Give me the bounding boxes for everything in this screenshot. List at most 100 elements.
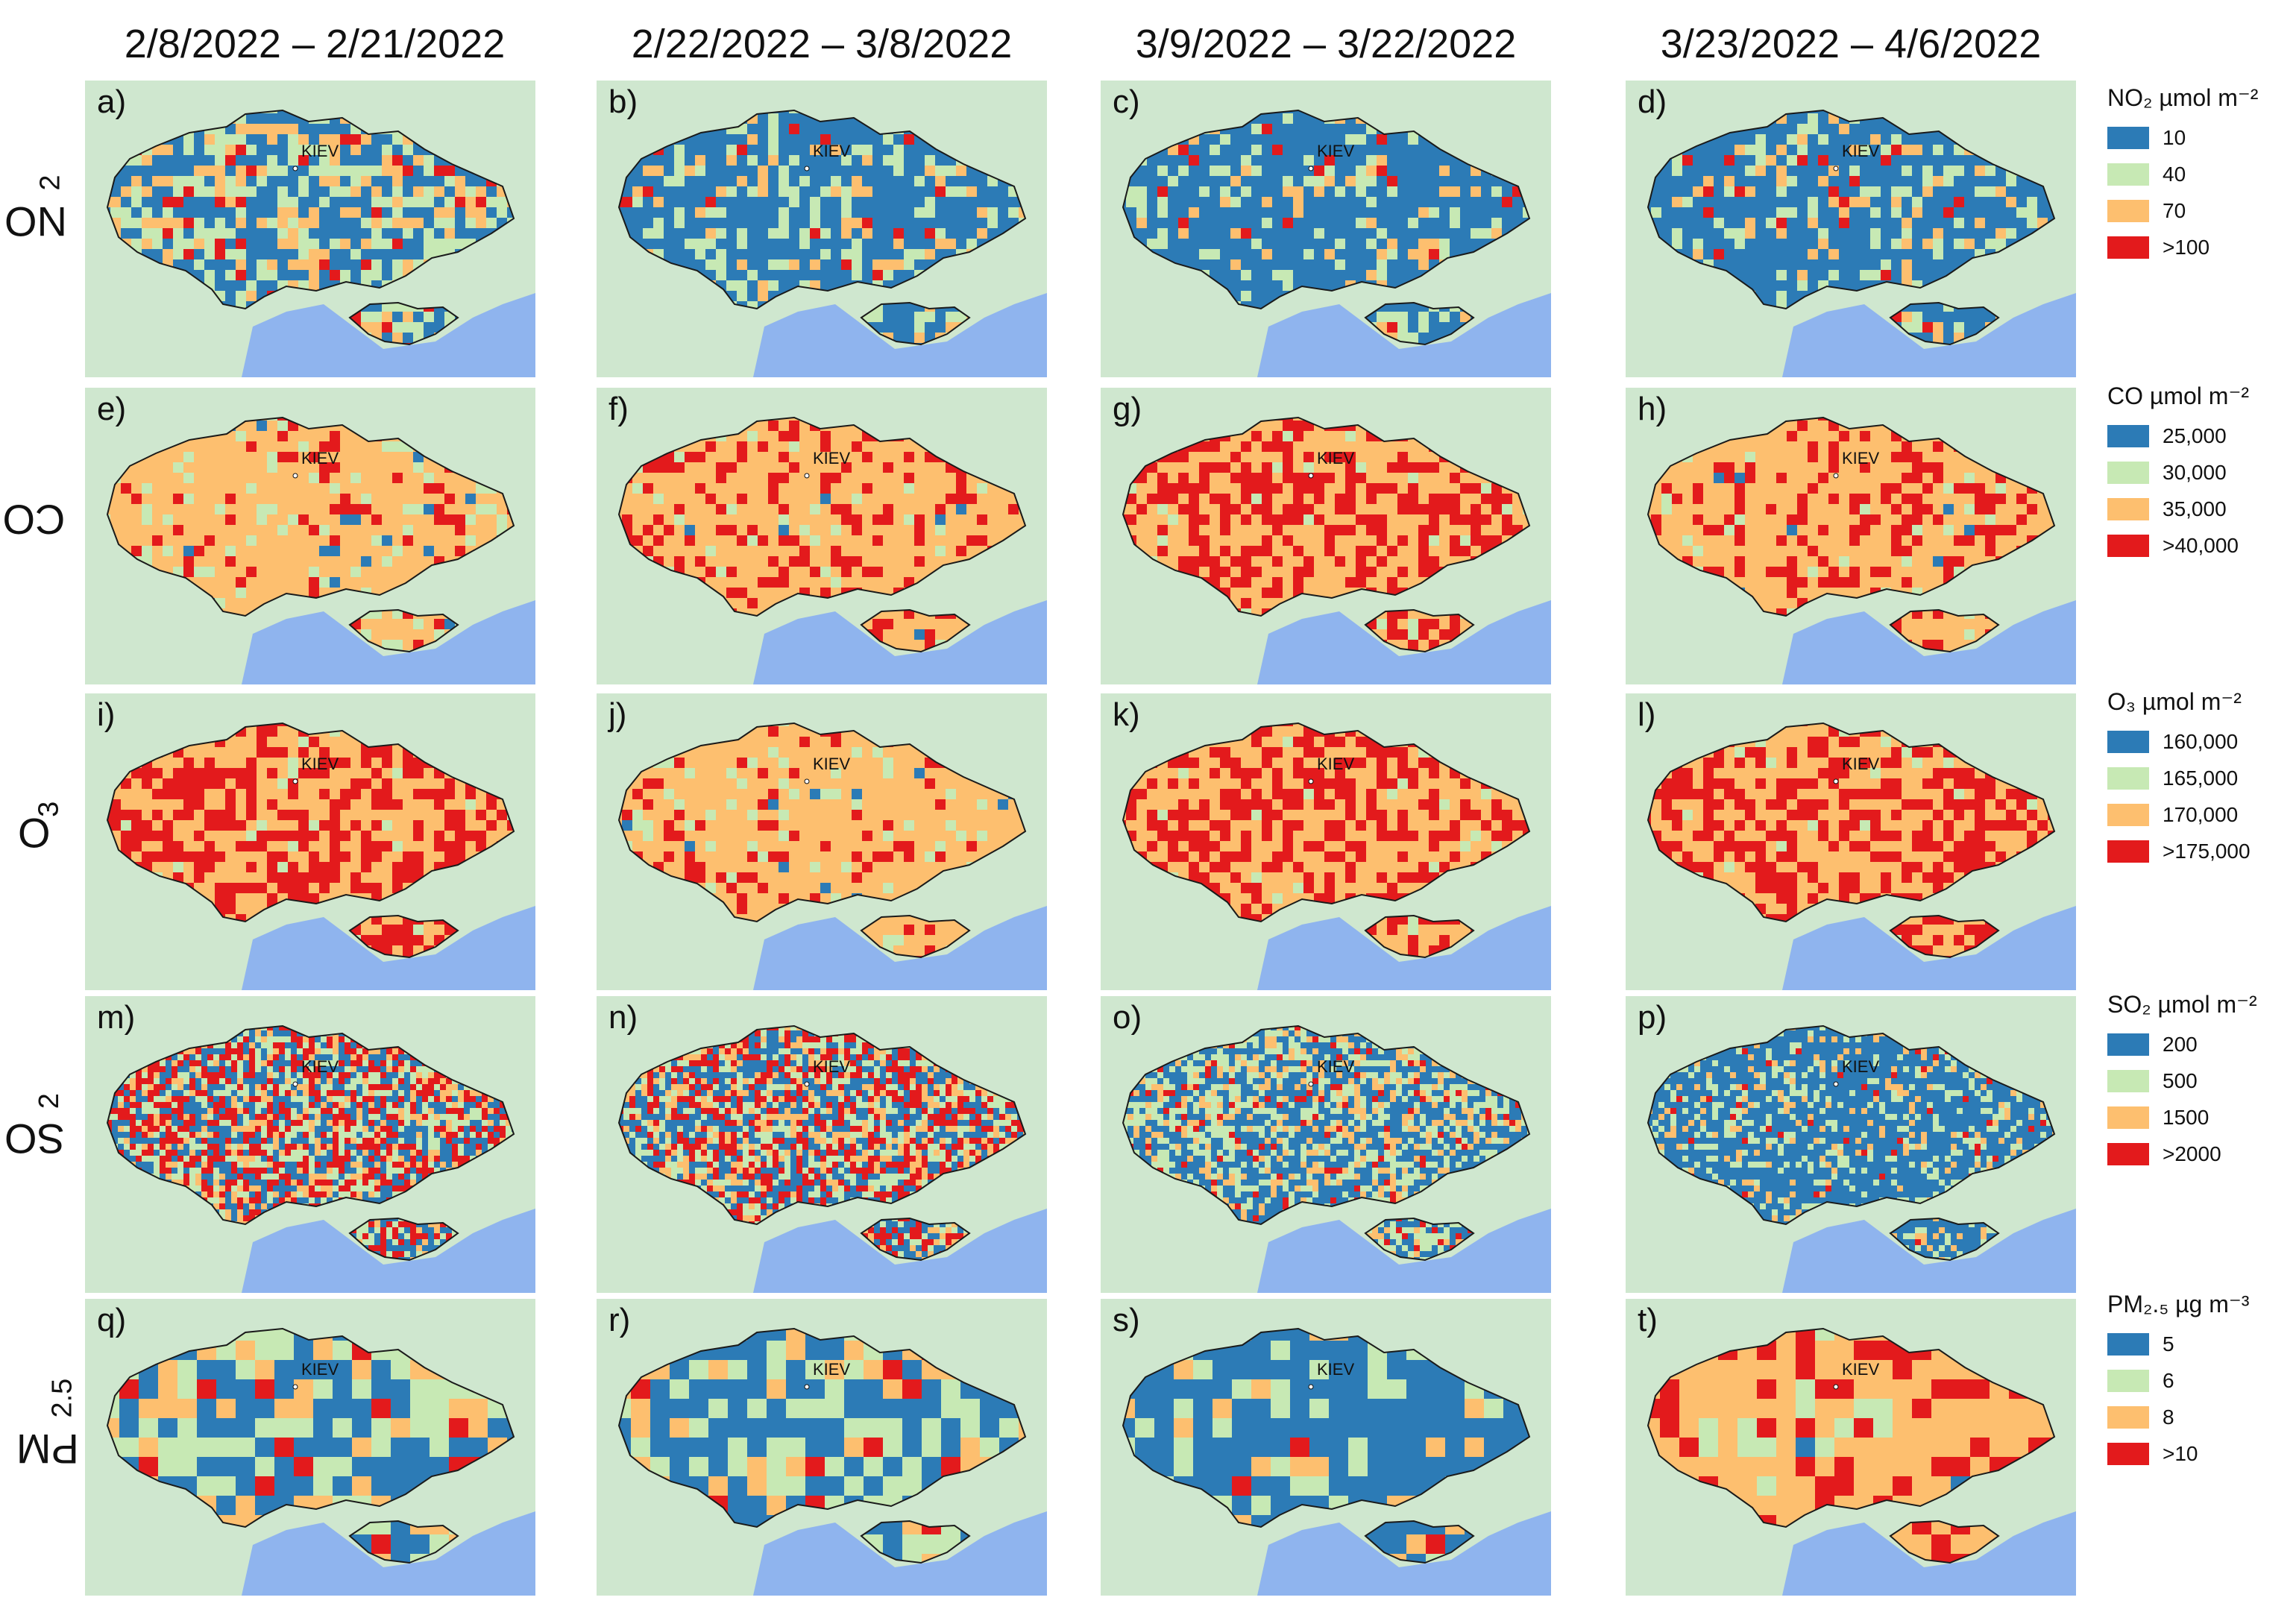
legend-label: 500 bbox=[2163, 1069, 2198, 1093]
legend-item: 40 bbox=[2107, 156, 2294, 192]
kiev-marker bbox=[292, 778, 298, 784]
city-label-kiev: KIEV bbox=[1842, 1057, 1879, 1077]
legend-swatch bbox=[2107, 1442, 2149, 1465]
legend-label: 40 bbox=[2163, 163, 2186, 186]
legend-label: 35,000 bbox=[2163, 497, 2227, 521]
column-header-1: 2/8/2022 – 2/21/2022 bbox=[89, 21, 540, 81]
legend-item: 500 bbox=[2107, 1062, 2294, 1099]
legend-title: CO µmol m⁻² bbox=[2107, 382, 2294, 410]
legend-title: SO₂ µmol m⁻² bbox=[2107, 990, 2294, 1018]
map-panel: a) KIEV bbox=[85, 81, 535, 377]
country-border bbox=[1122, 1327, 1531, 1528]
map-canvas bbox=[85, 996, 535, 1293]
map-canvas bbox=[597, 81, 1047, 377]
sea-area bbox=[1782, 906, 2076, 990]
legend-label: 70 bbox=[2163, 199, 2186, 223]
legend-swatch bbox=[2107, 1142, 2149, 1165]
crimea-border bbox=[860, 914, 971, 959]
country-border bbox=[617, 1024, 1027, 1226]
legend-swatch bbox=[2107, 1369, 2149, 1392]
kiev-marker bbox=[292, 166, 298, 171]
legend-swatch bbox=[2107, 1069, 2149, 1092]
crimea-border bbox=[1364, 1217, 1475, 1262]
legend-label: 5 bbox=[2163, 1332, 2174, 1356]
sea-area bbox=[753, 1209, 1047, 1293]
panel-letter: o) bbox=[1113, 999, 1142, 1036]
crimea-border bbox=[1889, 914, 2000, 959]
legend-o3: O₃ µmol m⁻² 160,000 165,000 170,000 >175… bbox=[2107, 687, 2294, 869]
panel-letter: l) bbox=[1638, 696, 1655, 734]
map-panel: p) KIEV bbox=[1626, 996, 2076, 1293]
legend-swatch bbox=[2107, 461, 2149, 484]
map-panel: t) KIEV bbox=[1626, 1299, 2076, 1596]
legend-item: 1500 bbox=[2107, 1099, 2294, 1136]
city-label-kiev: KIEV bbox=[813, 142, 850, 161]
sea-area bbox=[1257, 600, 1551, 684]
sea-area bbox=[753, 293, 1047, 377]
kiev-marker bbox=[1308, 166, 1314, 171]
panel-letter: f) bbox=[608, 391, 629, 428]
crimea-border bbox=[1364, 301, 1475, 346]
map-panel: d) KIEV bbox=[1626, 81, 2076, 377]
map-canvas bbox=[1626, 693, 2076, 990]
map-canvas bbox=[597, 1299, 1047, 1596]
kiev-marker bbox=[292, 1081, 298, 1087]
sea-area bbox=[753, 906, 1047, 990]
city-label-kiev: KIEV bbox=[1317, 142, 1354, 161]
panel-letter: q) bbox=[97, 1302, 126, 1339]
legend-swatch bbox=[2107, 497, 2149, 520]
sea-area bbox=[1782, 600, 2076, 684]
country-border bbox=[617, 109, 1027, 310]
map-panel: i) KIEV bbox=[85, 693, 535, 990]
kiev-marker bbox=[1308, 473, 1314, 479]
kiev-marker bbox=[804, 778, 810, 784]
row-label-co: CO bbox=[0, 492, 75, 552]
legend-no2: NO₂ µmol m⁻² 10 40 70 >100 bbox=[2107, 84, 2294, 265]
city-label-kiev: KIEV bbox=[1317, 1360, 1354, 1379]
row-label-pm25: PM2.5 bbox=[0, 1379, 79, 1473]
legend-swatch bbox=[2107, 803, 2149, 826]
map-canvas bbox=[1626, 81, 2076, 377]
crimea-border bbox=[1364, 914, 1475, 959]
city-label-kiev: KIEV bbox=[813, 755, 850, 774]
panel-letter: k) bbox=[1113, 696, 1140, 734]
kiev-marker bbox=[1833, 166, 1839, 171]
city-label-kiev: KIEV bbox=[1842, 142, 1879, 161]
country-border bbox=[106, 416, 515, 617]
kiev-marker bbox=[292, 1384, 298, 1390]
panel-letter: r) bbox=[608, 1302, 630, 1339]
crimea-border bbox=[1364, 608, 1475, 653]
crimea-border bbox=[348, 1520, 459, 1564]
row-label-so2: SO2 bbox=[0, 1093, 75, 1163]
legend-item: 35,000 bbox=[2107, 491, 2294, 527]
legend-swatch bbox=[2107, 534, 2149, 557]
map-panel: o) KIEV bbox=[1101, 996, 1551, 1293]
legend-pm25: PM₂.₅ µg m⁻³ 5 6 8 >10 bbox=[2107, 1290, 2294, 1472]
map-panel: b) KIEV bbox=[597, 81, 1047, 377]
kiev-marker bbox=[804, 1081, 810, 1087]
city-label-kiev: KIEV bbox=[1317, 755, 1354, 774]
country-border bbox=[617, 416, 1027, 617]
panel-letter: g) bbox=[1113, 391, 1142, 428]
map-panel: s) KIEV bbox=[1101, 1299, 1551, 1596]
map-canvas bbox=[85, 693, 535, 990]
map-panel: j) KIEV bbox=[597, 693, 1047, 990]
map-canvas bbox=[85, 388, 535, 684]
city-label-kiev: KIEV bbox=[301, 449, 339, 468]
legend-swatch bbox=[2107, 840, 2149, 863]
kiev-marker bbox=[1308, 778, 1314, 784]
country-border bbox=[1122, 416, 1531, 617]
legend-label: >2000 bbox=[2163, 1142, 2221, 1166]
crimea-border bbox=[860, 608, 971, 653]
map-canvas bbox=[1101, 388, 1551, 684]
country-border bbox=[1646, 722, 2056, 923]
sea-area bbox=[753, 1511, 1047, 1596]
column-header-3: 3/9/2022 – 3/22/2022 bbox=[1101, 21, 1551, 81]
panel-letter: t) bbox=[1638, 1302, 1658, 1339]
map-canvas bbox=[597, 693, 1047, 990]
legend-label: >175,000 bbox=[2163, 840, 2251, 863]
map-panel: c) KIEV bbox=[1101, 81, 1551, 377]
legend-swatch bbox=[2107, 766, 2149, 790]
city-label-kiev: KIEV bbox=[301, 142, 339, 161]
legend-swatch bbox=[2107, 1332, 2149, 1356]
